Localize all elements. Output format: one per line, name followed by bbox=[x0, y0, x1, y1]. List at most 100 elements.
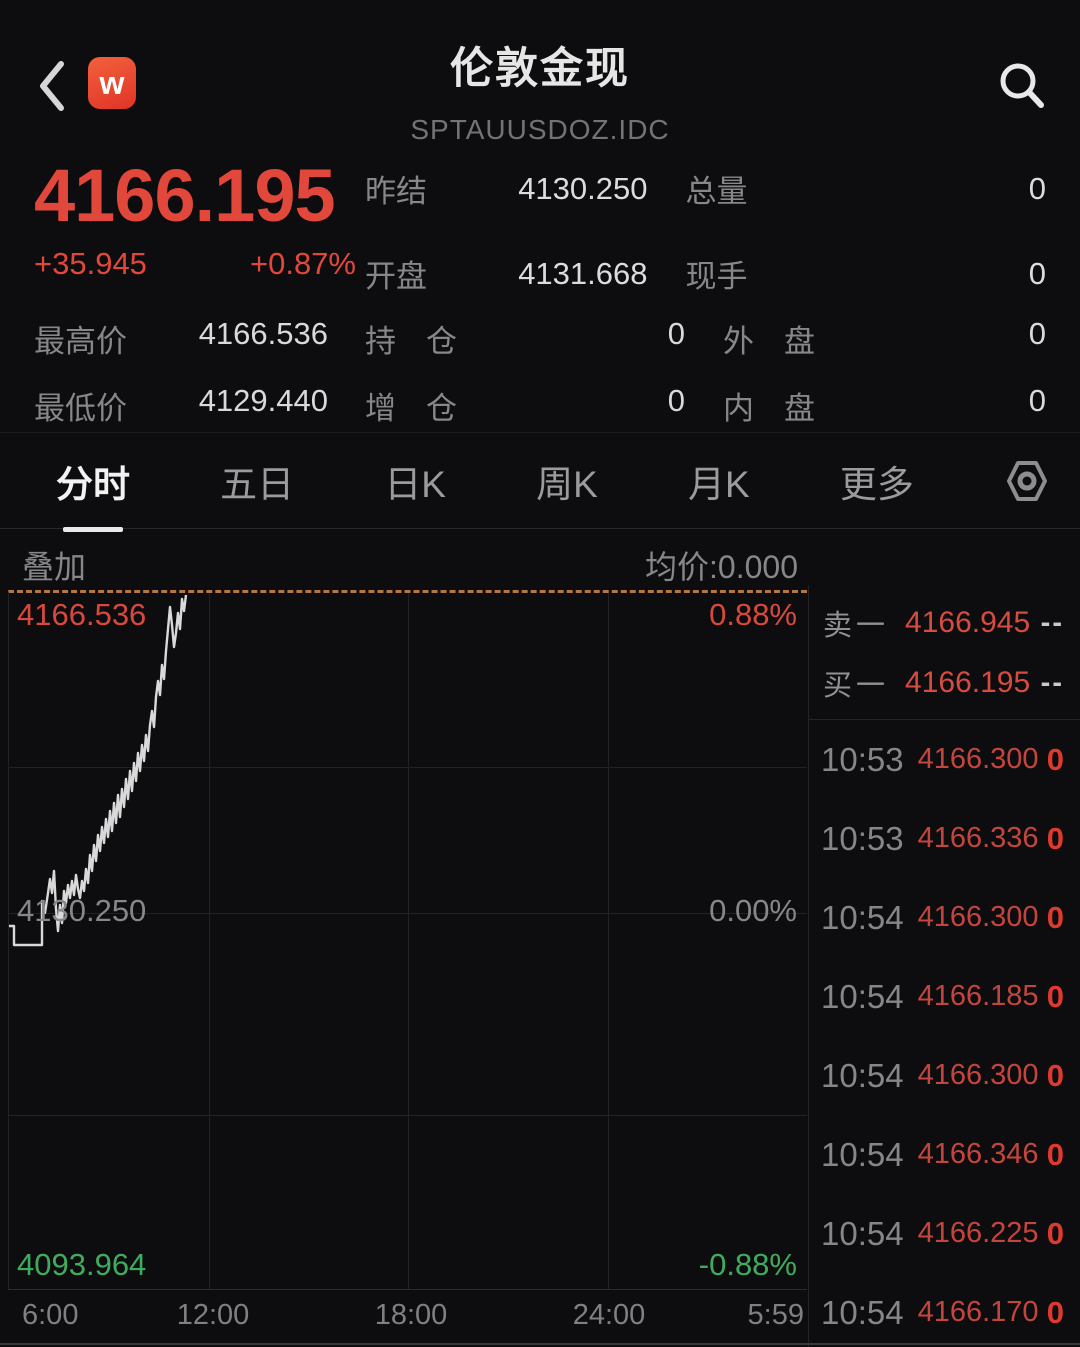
avg-price-label: 均价:0.000 bbox=[645, 549, 798, 585]
trade-row: 10:54 4166.346 0 bbox=[809, 1115, 1080, 1194]
ask-qty: -- bbox=[1040, 606, 1064, 639]
trade-row: 10:54 4166.185 0 bbox=[809, 957, 1080, 1036]
trade-qty: 0 bbox=[1046, 1294, 1064, 1330]
stat-value: 0 bbox=[667, 383, 685, 418]
field-label: 昨结 bbox=[365, 174, 427, 209]
overlay-button[interactable]: 叠加 bbox=[22, 549, 87, 585]
panel-divider bbox=[809, 719, 1080, 720]
time-tick: 6:00 bbox=[22, 1299, 79, 1331]
chart-settings-button[interactable] bbox=[1004, 458, 1050, 504]
trade-price: 4166.336 bbox=[917, 822, 1039, 854]
bottom-edge-bar bbox=[0, 1343, 1080, 1345]
trade-price: 4166.300 bbox=[917, 743, 1039, 775]
trade-price: 4166.225 bbox=[917, 1217, 1039, 1249]
gridline bbox=[9, 767, 807, 768]
main-content: 4166.536 0.88% 4130.250 0.00% 4093.964 -… bbox=[0, 585, 1080, 1347]
stat-label: 外盘 bbox=[723, 324, 815, 359]
trade-row: 10:53 4166.300 0 bbox=[809, 720, 1080, 799]
stat-label: 持仓 bbox=[365, 324, 457, 359]
stat-value: 4166.536 bbox=[198, 316, 328, 351]
gridline bbox=[408, 593, 409, 1289]
trade-time: 10:54 bbox=[821, 977, 904, 1015]
time-axis: 6:00 12:00 18:00 24:00 5:59 bbox=[8, 1291, 806, 1337]
trade-time: 10:54 bbox=[821, 1214, 904, 1252]
trade-price: 4166.170 bbox=[917, 1296, 1039, 1328]
gridline bbox=[9, 913, 807, 915]
trade-qty: 0 bbox=[1046, 1215, 1064, 1251]
settings-hexagon-icon bbox=[1007, 460, 1047, 501]
ask-row: 卖一 4166.945 -- bbox=[809, 593, 1080, 653]
trade-row: 10:54 4166.300 0 bbox=[809, 1036, 1080, 1115]
trade-row: 10:54 4166.300 0 bbox=[809, 878, 1080, 957]
search-button[interactable] bbox=[996, 60, 1048, 112]
field-label: 总量 bbox=[685, 174, 748, 209]
time-tick: 12:00 bbox=[176, 1299, 250, 1331]
bid-label: 买一 bbox=[823, 670, 890, 702]
header-titles: 伦敦金现 SPTAUUSDOZ.IDC bbox=[0, 0, 1080, 146]
trade-time: 10:54 bbox=[821, 1056, 904, 1094]
y-label-base: 4130.250 bbox=[17, 893, 147, 929]
page-title: 伦敦金现 bbox=[450, 45, 630, 93]
field-label: 开盘 bbox=[365, 259, 427, 294]
tab-daily-k[interactable]: 日K bbox=[384, 463, 446, 505]
search-icon bbox=[1000, 63, 1044, 108]
y-label-high: 4166.536 bbox=[17, 597, 147, 632]
gridline bbox=[9, 1115, 807, 1116]
trade-qty: 0 bbox=[1046, 1136, 1064, 1172]
tab-intraday[interactable]: 分时 bbox=[56, 454, 130, 508]
stat-label: 内盘 bbox=[723, 391, 815, 426]
quote-fields: 昨结 4130.250 总量 0 开盘 4131.668 现手 0 bbox=[365, 166, 1046, 296]
last-price: 4166.195 bbox=[34, 154, 336, 237]
tab-more[interactable]: 更多 bbox=[839, 463, 914, 505]
quote-section: 4166.195 +35.945 +0.87% 昨结 4130.250 总量 0… bbox=[0, 150, 1080, 302]
field-value: 4130.250 bbox=[518, 170, 648, 206]
tab-five-day[interactable]: 五日 bbox=[220, 463, 295, 505]
trade-qty: 0 bbox=[1046, 741, 1064, 777]
trade-price: 4166.346 bbox=[917, 1138, 1039, 1170]
back-button[interactable] bbox=[34, 58, 70, 114]
gridline bbox=[607, 593, 609, 1289]
stats-section: 最高价 4166.536 持仓 0 外盘 0 最低价 4129.440 增仓 0 内盘 0 bbox=[34, 316, 1046, 450]
time-tick: 5:59 bbox=[747, 1299, 804, 1331]
y-label-low-pct: -0.88% bbox=[698, 1247, 797, 1282]
stats-row: 最低价 4129.440 增仓 0 内盘 0 bbox=[34, 383, 1046, 428]
y-label-high-pct: 0.88% bbox=[709, 597, 797, 632]
trade-row: 10:53 4166.336 0 bbox=[809, 799, 1080, 878]
trade-price: 4166.185 bbox=[917, 980, 1039, 1012]
trade-time: 10:54 bbox=[821, 1135, 904, 1173]
tab-weekly-k[interactable]: 周K bbox=[536, 463, 598, 505]
trade-qty: 0 bbox=[1046, 978, 1064, 1014]
gridline bbox=[208, 593, 210, 1289]
trade-row: 10:54 4166.225 0 bbox=[809, 1194, 1080, 1273]
stat-label: 最低价 bbox=[34, 391, 127, 426]
time-tick: 24:00 bbox=[572, 1299, 646, 1331]
trade-qty: 0 bbox=[1046, 1057, 1064, 1093]
y-label-base-pct: 0.00% bbox=[709, 893, 797, 929]
intraday-chart[interactable]: 4166.536 0.88% 4130.250 0.00% 4093.964 -… bbox=[0, 585, 808, 1347]
wind-logo: w bbox=[88, 57, 136, 109]
chart-toolbar: 叠加 均价:0.000 bbox=[0, 536, 808, 586]
field-value: 4131.668 bbox=[518, 255, 648, 291]
order-panel[interactable]: 卖一 4166.945 -- 买一 4166.195 -- 10:53 4166… bbox=[808, 585, 1080, 1347]
field-label: 现手 bbox=[685, 259, 748, 294]
bid-row: 买一 4166.195 -- bbox=[809, 653, 1080, 713]
bid-qty: -- bbox=[1040, 666, 1064, 699]
wind-logo-letter: w bbox=[99, 65, 125, 101]
stat-value: 0 bbox=[667, 316, 685, 351]
time-tick: 18:00 bbox=[374, 1299, 448, 1331]
tab-monthly-k[interactable]: 月K bbox=[688, 463, 750, 505]
back-chevron-icon bbox=[40, 61, 64, 111]
ask-label: 卖一 bbox=[823, 610, 890, 642]
bid-price: 4166.195 bbox=[905, 666, 1031, 699]
instrument-code: SPTAUUSDOZ.IDC bbox=[410, 114, 670, 145]
y-label-low: 4093.964 bbox=[17, 1247, 147, 1282]
trade-time: 10:54 bbox=[821, 1293, 904, 1331]
trade-qty: 0 bbox=[1046, 820, 1064, 856]
stat-value: 0 bbox=[1028, 316, 1046, 351]
stat-value: 0 bbox=[1028, 383, 1046, 418]
trade-price: 4166.300 bbox=[917, 1059, 1039, 1091]
trade-qty: 0 bbox=[1046, 899, 1064, 935]
trade-time: 10:53 bbox=[821, 740, 904, 778]
stat-label: 最高价 bbox=[34, 324, 127, 359]
